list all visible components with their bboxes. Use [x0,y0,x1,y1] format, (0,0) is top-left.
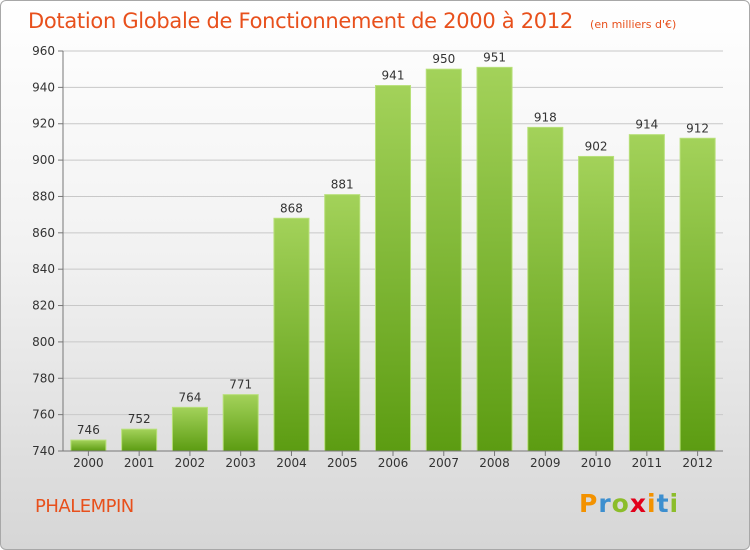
bar-value-label: 914 [635,118,658,132]
labels: 740 760 780 800 820 840 860 880 900 920 940 960 746 2… [32,44,713,470]
logo-letter: i [669,489,680,518]
y-tick-label: 800 [32,335,55,349]
bar-value-label: 746 [77,423,100,437]
x-tick-label: 2001 [124,456,155,470]
bar-value-label: 902 [585,139,608,153]
y-tick-label: 960 [32,44,55,58]
logo-letter: o [611,489,630,518]
chart-unit: (en milliers d'€) [590,18,677,31]
logo-letter: r [598,489,612,518]
x-tick-label: 2003 [225,456,256,470]
bar [273,217,310,452]
bar-value-label: 912 [686,121,709,135]
logo-letter: i [647,489,657,518]
bar [476,66,513,452]
bar [70,439,107,452]
bar-value-label: 881 [331,178,354,192]
bar [527,126,564,452]
y-tick-label: 780 [32,371,55,385]
y-tick-label: 940 [32,80,55,94]
chart-title: Dotation Globale de Fonctionnement de 20… [28,9,573,33]
bar-value-label: 950 [432,52,455,66]
x-tick-label: 2010 [581,456,612,470]
bar-value-label: 868 [280,201,303,215]
x-tick-label: 2004 [276,456,307,470]
y-tick-label: 920 [32,117,55,131]
bar-value-label: 752 [128,412,151,426]
logo-letter: t [656,489,670,518]
x-tick-label: 2002 [175,456,206,470]
bar-value-label: 918 [534,110,557,124]
commune-name: PHALEMPIN [35,496,134,517]
proxiti-logo: Proxiti [579,489,679,518]
bar-value-label: 764 [178,390,201,404]
y-tick-label: 760 [32,408,55,422]
y-tick-label: 840 [32,262,55,276]
x-tick-label: 2012 [682,456,713,470]
bar [679,137,716,452]
bar-value-label: 941 [382,69,405,83]
bar [324,194,361,452]
x-tick-label: 2007 [428,456,459,470]
y-tick-label: 820 [32,299,55,313]
bar [628,134,665,452]
logo-letter: P [579,489,599,518]
y-tick-label: 880 [32,189,55,203]
title-row: Dotation Globale de Fonctionnement de 20… [28,9,676,33]
y-tick-label: 900 [32,153,55,167]
axes [58,50,723,456]
bar [374,85,412,452]
y-tick-label: 740 [32,444,55,458]
y-tick-label: 860 [32,226,55,240]
x-tick-label: 2006 [378,456,409,470]
bar [425,68,462,452]
bar [578,155,615,452]
x-tick-label: 2008 [479,456,510,470]
bar [121,428,158,452]
x-tick-label: 2005 [327,456,358,470]
bars [70,66,716,452]
bar [171,406,208,452]
bar-value-label: 951 [483,50,506,64]
bar [222,394,259,452]
logo-letter: x [629,489,647,518]
x-tick-label: 2000 [73,456,104,470]
x-tick-label: 2009 [530,456,561,470]
x-tick-label: 2011 [632,456,663,470]
bar-value-label: 771 [229,378,252,392]
